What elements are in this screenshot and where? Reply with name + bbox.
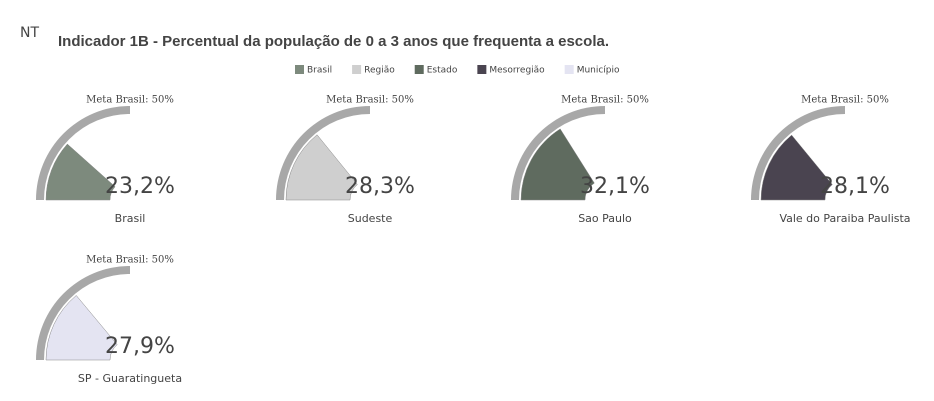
target-label: Meta Brasil: 50% [326, 95, 414, 106]
legend-label: Estado [427, 66, 458, 76]
gauge-fill [520, 128, 595, 201]
target-label: Meta Brasil: 50% [86, 95, 174, 106]
legend-label: Município [577, 66, 620, 76]
value-label: 32,1% [580, 174, 650, 199]
legend-swatch [414, 65, 424, 74]
logo: NT [20, 25, 39, 41]
target-arc [276, 106, 370, 200]
target-label: Meta Brasil: 50% [86, 255, 174, 266]
value-label: 28,3% [345, 174, 415, 199]
value-label: 28,1% [820, 174, 890, 199]
gauge-label: SP - Guaratingueta [78, 372, 182, 385]
gauge-fill [760, 134, 833, 201]
target-arc [36, 266, 130, 360]
legend-label: Mesorregião [489, 66, 545, 76]
gauge-label: Brasil [115, 212, 146, 225]
chart-title: Indicador 1B - Percentual da população d… [58, 33, 609, 50]
target-label: Meta Brasil: 50% [801, 95, 889, 106]
gauge-label: Sudeste [348, 212, 393, 225]
legend-label: Região [364, 66, 395, 76]
target-arc [36, 106, 130, 200]
legend-swatch [564, 65, 574, 74]
target-arc [751, 106, 845, 200]
gauge-fill [285, 134, 358, 201]
target-label: Meta Brasil: 50% [561, 95, 649, 106]
value-label: 23,2% [105, 174, 175, 199]
gauge-label: Vale do Paraiba Paulista [779, 212, 910, 225]
gauge-fill [45, 143, 116, 201]
gauge-label: Sao Paulo [578, 212, 632, 225]
gauge-fill [45, 295, 118, 361]
legend-swatch [477, 65, 487, 74]
legend-label: Brasil [307, 66, 332, 76]
legend-swatch [295, 65, 304, 74]
legend-swatch [352, 65, 362, 74]
target-arc [511, 106, 605, 200]
value-label: 27,9% [105, 334, 175, 359]
